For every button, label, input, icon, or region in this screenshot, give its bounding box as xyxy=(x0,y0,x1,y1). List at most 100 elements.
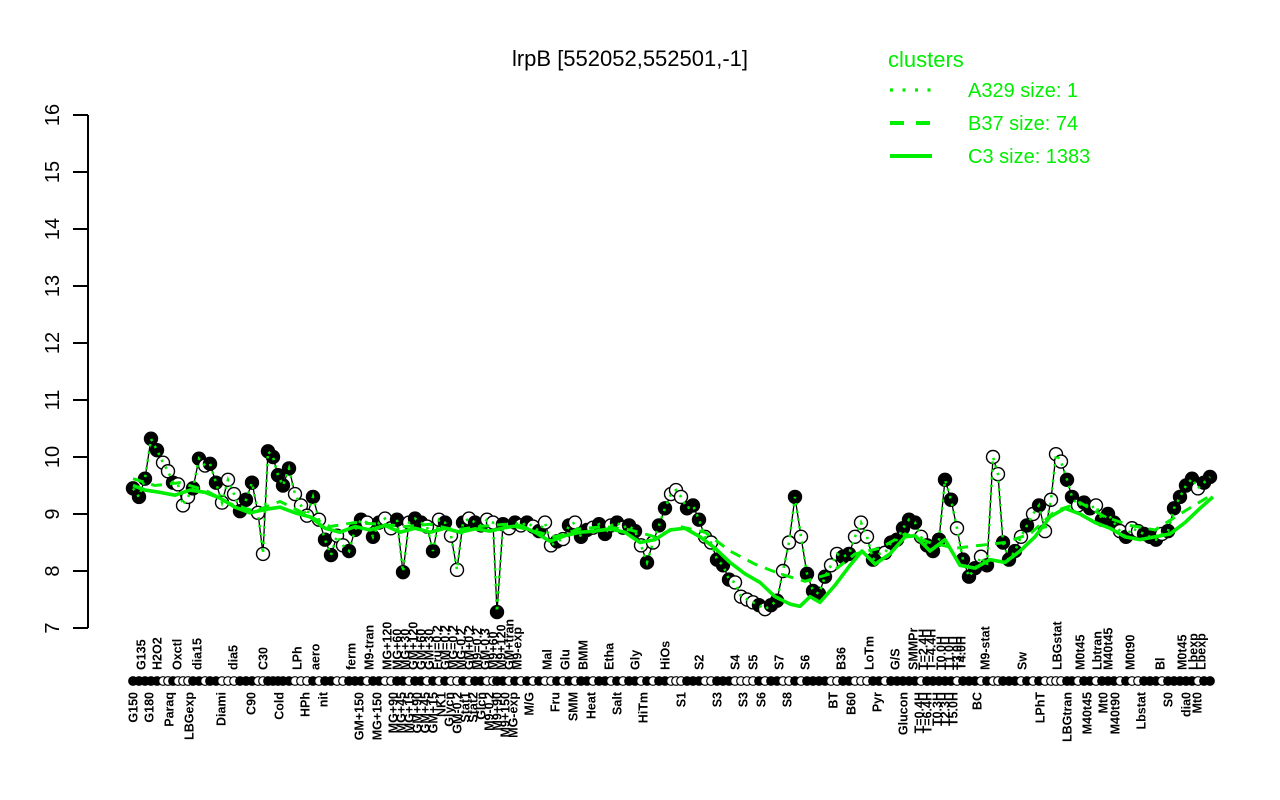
x-axis-label: Salt xyxy=(611,691,625,715)
legend-label-b37: B37 size: 74 xyxy=(968,113,1078,135)
y-tick-label: 15 xyxy=(42,161,64,183)
data-point xyxy=(489,604,505,620)
x-axis-label: Paraq xyxy=(163,692,177,727)
x-axis-label: Fru=0.2 xyxy=(431,625,445,670)
x-axis-label: Bl xyxy=(1154,658,1168,671)
x-axis-label: Diami xyxy=(215,692,229,726)
x-axis-label: S8 xyxy=(781,692,795,707)
x-axis-label: GM+120 xyxy=(407,622,421,670)
x-axis-label: G/S xyxy=(889,648,903,670)
data-point xyxy=(1043,492,1059,507)
x-axis-label: M0t45 xyxy=(1176,635,1190,670)
x-axis-label: MG+120 xyxy=(381,622,395,670)
x-axis-label: Gly xyxy=(629,650,643,670)
x-axis-label: M9-stat xyxy=(979,625,993,670)
y-tick-label: 14 xyxy=(42,218,64,240)
legend: clusters A329 size: 1 B37 size: 74 C3 si… xyxy=(888,47,1090,168)
x-axis-label: C90 xyxy=(245,692,259,715)
data-point xyxy=(317,532,333,547)
x-axis-label: M9+120 xyxy=(495,624,509,670)
x-axis-label: MG+60 xyxy=(391,629,405,670)
x-axis-label: C30 xyxy=(257,647,271,670)
x-axis-label: GM+30 xyxy=(423,629,437,670)
x-axis-label: Lbtran xyxy=(1091,631,1105,670)
x-axis-label: T=4.4H xyxy=(925,629,939,670)
y-tick-label: 7 xyxy=(42,622,64,633)
condition-dot-strip xyxy=(128,676,1215,686)
data-point xyxy=(137,471,153,486)
cluster-line-c3 xyxy=(132,483,1215,609)
x-axis-label: Glcn xyxy=(475,692,489,720)
data-point xyxy=(657,501,673,516)
x-axis-label: T=2.4H xyxy=(917,629,931,670)
data-point xyxy=(943,492,959,507)
y-tick-label: 12 xyxy=(42,332,64,354)
x-axis-label: S2 xyxy=(693,655,707,670)
x-axis-label: BMM xyxy=(577,640,591,670)
y-tick-label: 13 xyxy=(42,275,64,297)
x-axis-label: Heat xyxy=(585,691,599,719)
x-axis-label: S4 xyxy=(729,655,743,670)
x-axis-label: M9+150 xyxy=(499,692,513,738)
x-axis-label: S5 xyxy=(747,655,761,670)
x-axis-label: MG+150 xyxy=(371,692,385,740)
legend-title: clusters xyxy=(888,47,964,72)
x-axis-label: S6 xyxy=(799,655,813,670)
x-axis-label: Pyr xyxy=(871,692,885,712)
x-axis-label: Mt0 xyxy=(1191,692,1205,714)
x-axis-label: LPh xyxy=(291,646,305,670)
x-axis-label: GM+tran xyxy=(503,619,517,670)
x-axis-label: aero xyxy=(309,643,323,670)
x-axis-label: T=0.4H xyxy=(913,692,927,733)
data-point xyxy=(395,564,411,580)
data-point xyxy=(202,456,218,472)
x-axis-label: S0 xyxy=(1162,692,1176,707)
x-axis-label: dia5 xyxy=(227,645,241,670)
x-axis-label: B36 xyxy=(835,647,849,670)
x-axis-label: T3.0H xyxy=(951,636,965,670)
y-tick-label: 16 xyxy=(42,104,64,126)
x-axis-label: GM-0.2 xyxy=(451,692,465,734)
x-axis-label: GM+150 xyxy=(353,692,367,740)
x-axis-label: T5.0H xyxy=(947,692,961,726)
x-axis-label: T0.0H xyxy=(935,636,949,670)
x-axis-label: S3 xyxy=(737,692,751,707)
x-axis-label: GM+90 xyxy=(411,692,425,733)
data-point xyxy=(131,489,147,505)
x-axis-label: M40t90 xyxy=(1109,692,1123,734)
x-axis-label: BT xyxy=(827,692,841,709)
data-point xyxy=(685,498,701,513)
x-axis-label: M9+90 xyxy=(491,692,505,731)
data-point xyxy=(287,486,303,502)
x-axis-label: HiOs xyxy=(659,641,673,670)
data-point xyxy=(793,529,809,544)
x-axis-labels: G150 G135 G180 H2O2 Paraq Oxctl LBGexp dia15 Dia… xyxy=(127,619,1209,742)
data-point xyxy=(323,547,339,563)
x-axis-label: B60 xyxy=(845,692,859,715)
x-axis-label: Lbexp xyxy=(1187,633,1201,670)
data-point xyxy=(715,558,731,573)
x-axis-label: T1.0H xyxy=(943,636,957,670)
x-axis-label: Etha xyxy=(603,642,617,670)
x-axis-label: SMM xyxy=(567,692,581,721)
y-tick-label: 9 xyxy=(42,508,64,519)
x-axis-label: Glu xyxy=(559,649,573,670)
x-axis-label: M9=0.2 xyxy=(471,628,485,670)
x-axis-label: BC xyxy=(971,692,985,710)
y-axis: 7 8 9 10 11 12 13 14 15 16 xyxy=(42,104,89,634)
x-axis-label: M/G xyxy=(523,692,537,716)
plot-title: lrpB [552052,552501,-1] xyxy=(512,46,748,71)
data-point xyxy=(244,475,260,490)
x-axis-label: G135 xyxy=(135,639,149,670)
x-axis-label: MG+90 xyxy=(387,692,401,733)
x-axis-label: S6 xyxy=(755,692,769,707)
x-axis-label: GM=0.2 xyxy=(439,625,453,670)
x-axis-label: MG+15 xyxy=(403,692,417,733)
x-axis-label: HiTm xyxy=(637,692,651,723)
x-axis-label: Mt0 xyxy=(1097,692,1111,714)
x-axis-label: G150 xyxy=(127,692,141,723)
y-tick-label: 10 xyxy=(42,446,64,468)
x-axis-label: M9+60 xyxy=(487,631,501,670)
x-axis-label: dia15 xyxy=(191,638,205,670)
